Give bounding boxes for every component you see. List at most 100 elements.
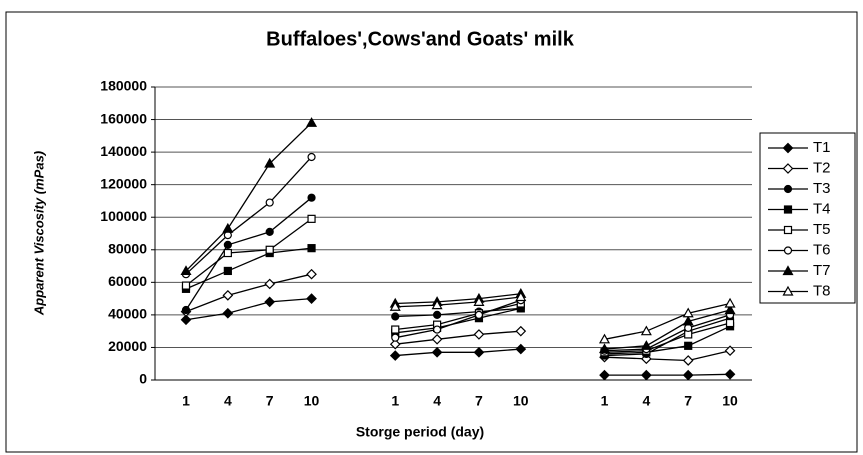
point (431, 299, 443, 310)
legend-label: T4 (813, 200, 831, 217)
chart-title: Buffaloes',Cows'and Goats' milk (266, 28, 575, 50)
point (598, 333, 611, 344)
point (265, 227, 274, 236)
point (222, 290, 234, 301)
point (223, 248, 232, 258)
point (264, 157, 276, 168)
point (391, 312, 400, 321)
series-line (604, 309, 731, 350)
series-line (395, 330, 521, 345)
point (725, 318, 735, 328)
point (598, 343, 611, 354)
point (682, 315, 694, 326)
series-line (185, 273, 312, 313)
legend-marker (782, 265, 794, 276)
y-tick-label: 40000 (108, 306, 147, 322)
series-line (185, 156, 313, 275)
y-tick-label: 100000 (100, 208, 147, 224)
y-tick-label: 20000 (108, 338, 147, 354)
legend-marker (783, 205, 793, 214)
series-line (395, 293, 521, 305)
x-tick-label: 7 (266, 393, 274, 409)
point (307, 214, 316, 223)
series-line (185, 247, 312, 290)
x-tick-label: 10 (513, 393, 529, 409)
x-tick-label: 10 (722, 393, 738, 409)
series-line (604, 373, 731, 376)
point (307, 193, 316, 202)
point (724, 304, 736, 315)
legend-marker (782, 285, 794, 296)
point (306, 293, 317, 304)
series-line (604, 350, 731, 362)
legend-marker (783, 184, 793, 194)
x-tick-label: 4 (642, 393, 650, 409)
point (389, 338, 401, 350)
point (515, 325, 527, 337)
chart-border (5, 11, 858, 453)
point (223, 240, 232, 249)
point (641, 369, 652, 381)
x-tick-label: 7 (475, 393, 483, 409)
point (724, 345, 736, 357)
series-line (185, 297, 312, 321)
point (431, 346, 443, 358)
point (264, 278, 276, 290)
legend-label: T2 (813, 159, 831, 176)
series-line (604, 314, 731, 352)
legend-label: T5 (813, 221, 831, 238)
point (433, 325, 442, 334)
point (389, 301, 401, 311)
point (306, 117, 318, 127)
legend-label: T1 (813, 139, 831, 156)
series-line (395, 299, 522, 339)
point (724, 297, 736, 308)
legend-marker (783, 225, 793, 235)
legend-label: T6 (813, 241, 831, 258)
point (265, 245, 274, 254)
series-line (395, 296, 521, 308)
y-tick-label: 140000 (100, 143, 147, 159)
point (180, 265, 192, 276)
legend-box (759, 132, 856, 304)
legend-marker (782, 142, 794, 154)
point (391, 333, 400, 342)
point (682, 355, 694, 366)
series-line (604, 302, 731, 340)
point (515, 343, 527, 355)
point (222, 307, 234, 319)
x-tick-label: 1 (391, 393, 399, 409)
point (431, 333, 443, 345)
y-tick-label: 120000 (100, 175, 147, 191)
point (391, 325, 400, 334)
point (473, 346, 485, 358)
y-tick-label: 160000 (100, 110, 147, 126)
series-line (185, 197, 312, 311)
series-line (395, 307, 521, 318)
y-tick-label: 180000 (100, 78, 147, 94)
series-line (604, 322, 731, 353)
point (473, 329, 485, 340)
point (264, 296, 276, 308)
legend-label: T7 (813, 262, 831, 279)
point (306, 268, 317, 280)
series-line (185, 218, 312, 287)
point (265, 198, 274, 207)
point (515, 291, 527, 302)
y-tick-label: 80000 (108, 240, 147, 256)
x-tick-label: 1 (182, 393, 190, 409)
x-tick-label: 4 (224, 393, 232, 409)
point (640, 325, 652, 336)
series-line (604, 325, 731, 355)
point (180, 314, 192, 326)
y-tick-label: 60000 (108, 273, 147, 289)
point (682, 307, 694, 318)
point (181, 281, 191, 290)
x-tick-label: 7 (684, 393, 692, 409)
series-line (395, 302, 521, 331)
point (222, 222, 234, 233)
point (684, 341, 693, 350)
y-tick-label: 0 (139, 371, 147, 387)
x-tick-label: 1 (601, 393, 609, 409)
point (389, 350, 401, 361)
